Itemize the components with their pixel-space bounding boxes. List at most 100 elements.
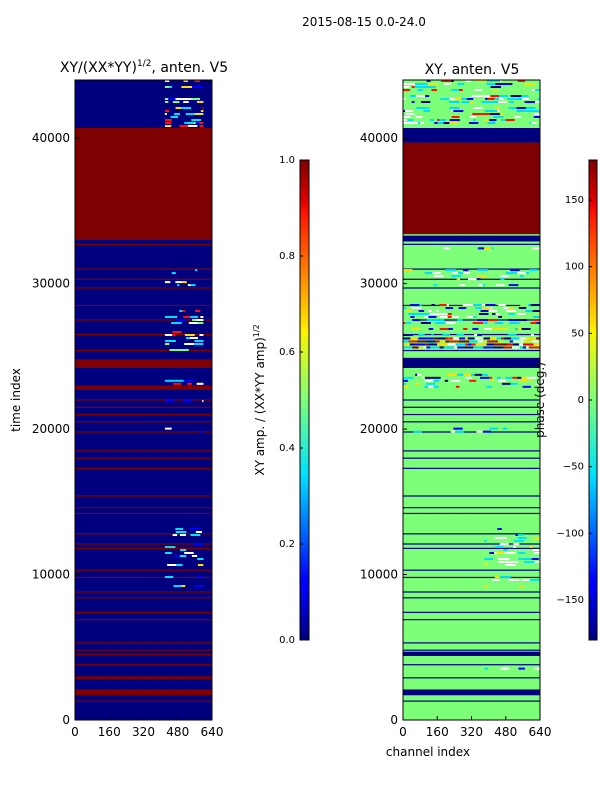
right-heatmap-cell xyxy=(534,537,540,539)
right-heatmap-cell xyxy=(406,382,416,385)
right-x-tick-label: 0 xyxy=(399,725,407,739)
right-heatmap-cell xyxy=(498,558,510,560)
right-heatmap-cell xyxy=(450,379,461,382)
right-heatmap-cell xyxy=(513,340,524,343)
left-flag-line xyxy=(75,406,212,408)
right-heatmap-cell xyxy=(502,427,508,430)
right-heatmap-cell xyxy=(431,304,435,306)
left-heatmap-cell xyxy=(179,349,189,351)
right-heatmap-cell xyxy=(533,116,540,118)
right-heatmap-cell xyxy=(461,83,465,85)
right-heatmap-cell xyxy=(484,540,487,542)
right-heatmap-cell xyxy=(531,86,540,88)
right-heatmap-cell xyxy=(425,95,430,97)
right-heatmap-cell xyxy=(474,373,483,376)
right-heatmap-cell xyxy=(439,304,444,306)
right-heatmap-cell xyxy=(477,334,482,336)
left-heatmap-cell xyxy=(164,427,172,430)
right-heatmap-cell xyxy=(451,116,460,118)
right-heatmap-cell xyxy=(403,376,414,379)
right-heatmap-cell xyxy=(481,113,490,115)
right-saturated-block xyxy=(403,235,540,242)
right-heatmap-cell xyxy=(455,430,465,433)
right-heatmap-cell xyxy=(454,346,458,349)
right-flag-line xyxy=(403,431,540,433)
right-heatmap-cell xyxy=(403,379,409,382)
left-heatmap-cell xyxy=(174,343,179,345)
left-heatmap-cell xyxy=(201,116,204,118)
right-heatmap-cell xyxy=(463,328,468,330)
left-heatmap-cell xyxy=(180,107,192,109)
left-heatmap-cell xyxy=(184,552,194,554)
right-heatmap-cell xyxy=(518,328,522,330)
right-heatmap-cell xyxy=(406,269,413,272)
left-flag-line xyxy=(75,431,212,433)
right-heatmap-cell xyxy=(448,340,459,343)
right-heatmap-cell xyxy=(494,537,499,539)
right-heatmap-cell xyxy=(410,322,421,324)
left-flag-line xyxy=(75,467,212,469)
left-heatmap-cell xyxy=(175,319,186,321)
left-title-main: XY/(XX*YY) xyxy=(60,60,137,76)
right-heatmap-cell xyxy=(411,328,420,330)
left-flag-line xyxy=(75,543,212,545)
right-heatmap-cell xyxy=(428,316,437,318)
right-heatmap-cell xyxy=(468,122,479,124)
right-heatmap-cell xyxy=(431,334,434,336)
figure-title: 2015-08-15 0.0-24.0 xyxy=(302,15,426,29)
right-heatmap-cell xyxy=(518,307,527,309)
right-heatmap-cell xyxy=(447,316,452,318)
left-colorbar: 0.0 0.2 0.4 0.6 0.8 1.0 XY amp. / (XX*YY amp)… xyxy=(252,155,310,646)
left-cbar-tick-label: 0.4 xyxy=(279,443,295,454)
right-heatmap-cell xyxy=(521,579,530,581)
left-flag-line xyxy=(75,495,212,497)
right-heatmap-cell xyxy=(458,89,463,91)
right-heatmap-cell xyxy=(499,98,504,100)
right-heatmap-cell xyxy=(508,319,519,321)
right-heatmap-cell xyxy=(524,101,536,103)
left-heatmap-cell xyxy=(169,86,173,88)
right-heatmap-cell xyxy=(498,379,507,382)
right-heatmap-cell xyxy=(523,343,534,346)
right-heatmap-cell xyxy=(442,334,450,336)
left-heatmap-cell xyxy=(172,334,176,336)
right-heatmap-cell xyxy=(518,552,526,554)
right-heatmap-cell xyxy=(463,269,469,272)
left-heatmap-cell xyxy=(182,98,192,100)
right-heatmap-cell xyxy=(487,98,495,100)
left-heatmap-cell xyxy=(183,80,188,82)
left-flag-line xyxy=(75,700,212,702)
left-colorbar-ticks: 0.0 0.2 0.4 0.6 0.8 1.0 xyxy=(279,155,303,646)
right-heatmap-cell xyxy=(410,316,415,318)
right-heatmap-cell xyxy=(528,107,536,109)
right-heatmap-cell xyxy=(498,316,503,318)
left-y-tick-label: 30000 xyxy=(32,277,70,291)
left-heatmap-cell xyxy=(164,101,169,103)
right-flag-line xyxy=(403,333,540,336)
right-heatmap-cell xyxy=(495,313,500,315)
right-heatmap-cell xyxy=(418,346,424,349)
right-saturated-block xyxy=(403,357,540,368)
right-heatmap-cell xyxy=(457,346,464,349)
left-flag-line xyxy=(75,349,212,352)
right-heatmap-cell xyxy=(436,337,446,340)
right-heatmap-cell xyxy=(461,101,470,103)
right-heatmap-cell xyxy=(427,83,438,85)
right-heatmap-cell xyxy=(526,376,537,379)
right-heatmap-cell xyxy=(489,113,500,115)
right-flag-line xyxy=(403,700,540,702)
right-flag-line xyxy=(403,421,540,423)
right-cbar-tick-label: 100 xyxy=(565,262,584,273)
right-heatmap-cell xyxy=(517,313,526,315)
right-heatmap-cell xyxy=(415,343,426,346)
left-heatmap-cell xyxy=(194,340,204,342)
right-heatmap-cell xyxy=(491,101,499,103)
right-heatmap-cell xyxy=(488,319,499,321)
right-heatmap-cell xyxy=(445,269,456,272)
right-heatmap-panel: XY, anten. V5 0 160 320 480 640 0 10000 20000 3… xyxy=(360,62,552,759)
right-heatmap-cell xyxy=(409,343,416,346)
right-heatmap-cell xyxy=(505,119,515,121)
right-heatmap-cell xyxy=(403,110,406,112)
right-heatmap-cell xyxy=(484,667,488,670)
right-heatmap-cell xyxy=(530,304,539,306)
